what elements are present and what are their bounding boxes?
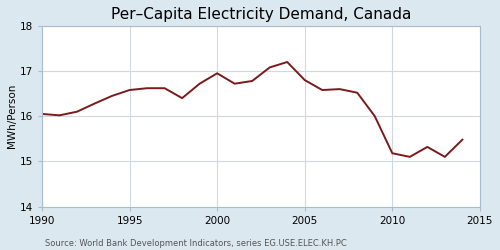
Title: Per–Capita Electricity Demand, Canada: Per–Capita Electricity Demand, Canada (110, 7, 411, 22)
Text: Source: World Bank Development Indicators, series EG.USE.ELEC.KH.PC: Source: World Bank Development Indicator… (45, 238, 347, 248)
Y-axis label: MWh/Person: MWh/Person (7, 84, 17, 148)
